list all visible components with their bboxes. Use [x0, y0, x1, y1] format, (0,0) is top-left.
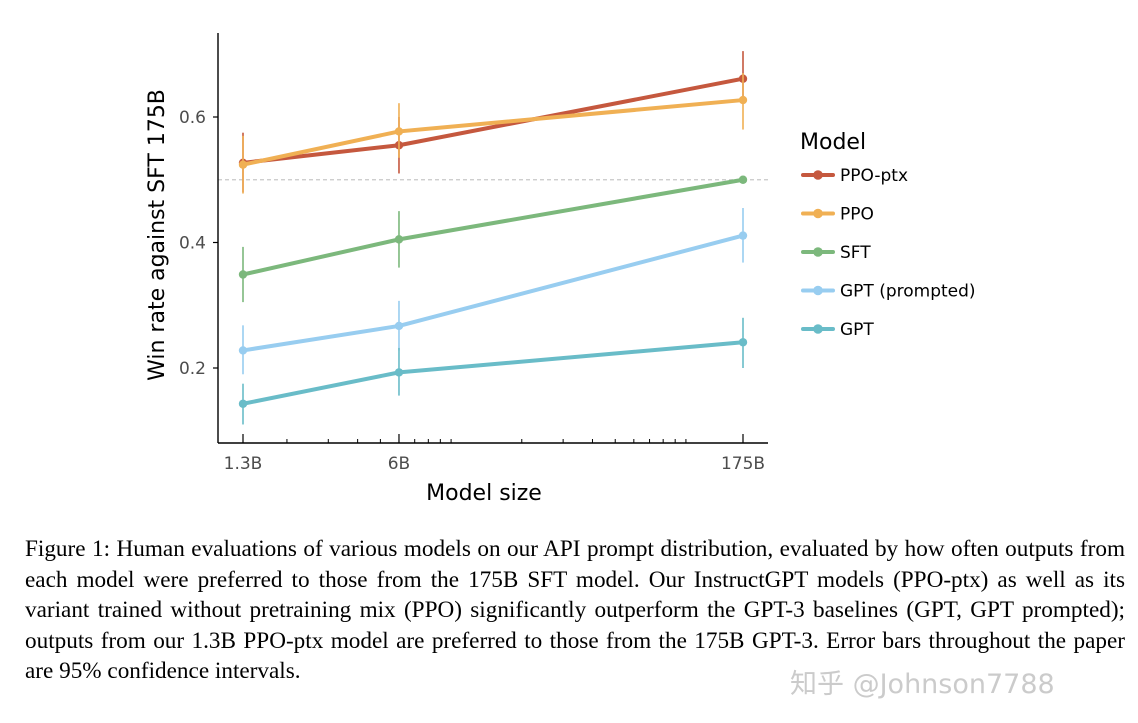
data-point — [238, 270, 248, 279]
x-tick-label: 1.3B — [224, 454, 263, 474]
legend-label: PPO — [840, 205, 874, 225]
data-point — [238, 160, 248, 169]
legend-label: GPT — [840, 320, 874, 340]
series-line — [241, 340, 745, 406]
y-tick-label: 0.2 — [179, 359, 206, 379]
legend-title: Model — [800, 130, 866, 155]
data-point — [738, 338, 748, 347]
data-point — [394, 321, 404, 331]
x-axis-title: Model size — [426, 481, 542, 506]
data-point — [238, 399, 248, 408]
legend-swatch-dot — [813, 208, 823, 219]
series-line — [241, 177, 745, 277]
figure-caption: Figure 1: Human evaluations of various m… — [25, 536, 1125, 684]
legend-swatch-dot — [813, 247, 823, 257]
y-tick-label: 0.6 — [179, 108, 206, 128]
series-line — [241, 233, 745, 353]
series-gpt — [238, 317, 748, 425]
legend-item: GPT (prompted) — [801, 282, 976, 302]
y-axis-title: Win rate against SFT 175B — [145, 89, 170, 381]
legend-label: PPO-ptx — [840, 166, 908, 186]
legend-swatch-dot — [813, 285, 823, 296]
legend-item: PPO-ptx — [801, 166, 908, 186]
data-point — [738, 231, 748, 240]
series-sft — [238, 175, 748, 303]
y-tick-label: 0.4 — [179, 234, 206, 254]
x-tick-label: 175B — [721, 454, 765, 474]
data-point — [394, 127, 404, 136]
legend-swatch-dot — [813, 324, 823, 334]
data-point — [394, 235, 404, 244]
legend-label: SFT — [840, 243, 871, 263]
legend-item: PPO — [801, 205, 874, 225]
series-gpt-prompted — [238, 207, 748, 375]
legend-swatch-dot — [813, 170, 823, 180]
data-point — [738, 95, 748, 105]
legend-item: GPT — [801, 320, 874, 340]
legend-item: SFT — [801, 243, 871, 263]
data-point — [394, 368, 404, 377]
win-rate-chart: 0.2 0.4 0.6 1.3B 6B 175B PPO-ptx PPO SFT GPT (pr… — [145, 33, 976, 506]
data-point — [238, 346, 248, 355]
legend-label: GPT (prompted) — [840, 282, 976, 302]
series-ppo — [238, 73, 748, 194]
x-tick-label: 6B — [388, 454, 410, 474]
data-point — [738, 175, 748, 184]
